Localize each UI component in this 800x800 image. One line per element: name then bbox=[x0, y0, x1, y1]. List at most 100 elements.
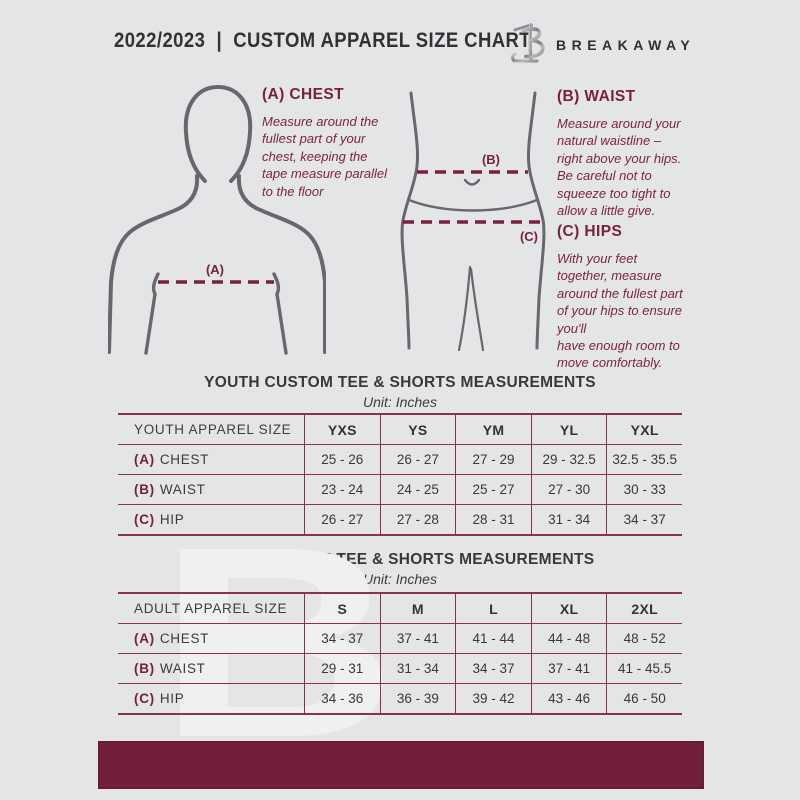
table-row: (C) HIP 26 - 27 27 - 28 28 - 31 31 - 34 3… bbox=[118, 504, 682, 534]
column-header: YOUTH APPAREL SIZE bbox=[134, 422, 292, 437]
breakaway-logo-icon bbox=[511, 23, 545, 63]
youth-size-table: YOUTH APPAREL SIZE YXS YS YM YL YXL (A) C… bbox=[118, 413, 682, 536]
row-label: HIP bbox=[159, 691, 185, 706]
hip-line-label: (C) bbox=[520, 229, 538, 244]
row-label: CHEST bbox=[159, 631, 210, 646]
page-title: 2022/2023 | CUSTOM APPAREL SIZE CHART bbox=[114, 29, 532, 52]
right-shoulder-arm-outline bbox=[236, 174, 326, 354]
table-cell: 28 - 31 bbox=[455, 505, 531, 534]
footer-bar bbox=[98, 741, 704, 789]
row-header: (A) CHEST bbox=[118, 624, 304, 653]
row-header: (A) CHEST bbox=[118, 445, 304, 474]
table-cell: 31 - 34 bbox=[379, 654, 456, 683]
row-label: WAIST bbox=[159, 661, 206, 676]
table-cell: 41 - 44 bbox=[455, 624, 531, 653]
left-shoulder-arm-outline bbox=[108, 174, 200, 354]
row-header: (C) HIP bbox=[118, 684, 304, 713]
size-header: M bbox=[379, 594, 456, 623]
table-cell: 48 - 52 bbox=[606, 624, 682, 653]
table-row: (A) CHEST 34 - 37 37 - 41 41 - 44 44 - 48… bbox=[118, 623, 682, 653]
chest-measurement-diagram: (A) bbox=[108, 85, 326, 355]
adult-table-title: ADULT CUSTOM TEE & SHORTS MEASUREMENTS bbox=[205, 551, 595, 568]
head-outline bbox=[216, 85, 253, 183]
size-header: YXL bbox=[606, 415, 682, 444]
column-header: ADULT APPAREL SIZE bbox=[134, 601, 288, 616]
hips-section-body: With your feet together, measure around … bbox=[557, 251, 683, 371]
size-header: YL bbox=[530, 415, 607, 444]
table-cell: 26 - 27 bbox=[379, 445, 456, 474]
row-header: (C) HIP bbox=[118, 505, 304, 534]
table-cell: 37 - 41 bbox=[379, 624, 456, 653]
table-cell: 29 - 31 bbox=[304, 654, 380, 683]
table-cell: 41 - 45.5 bbox=[606, 654, 682, 683]
table-cell: 36 - 39 bbox=[379, 684, 456, 713]
logo-foot bbox=[511, 52, 539, 63]
chest-section-body: Measure around the fullest part of your … bbox=[262, 114, 388, 199]
row-key: (C) bbox=[134, 691, 155, 706]
left-armpit-line bbox=[144, 272, 160, 355]
size-header: 2XL bbox=[606, 594, 682, 623]
table-cell: 30 - 33 bbox=[606, 475, 682, 504]
youth-table-unit: Unit: Inches bbox=[363, 394, 437, 410]
chest-section-heading: (A) CHEST bbox=[262, 86, 344, 103]
table-cell: 44 - 48 bbox=[530, 624, 607, 653]
row-key: (B) bbox=[134, 661, 155, 676]
right-leg-split-line bbox=[469, 267, 485, 352]
table-cell: 26 - 27 bbox=[304, 505, 380, 534]
table-cell: 27 - 28 bbox=[379, 505, 456, 534]
size-header: S bbox=[304, 594, 380, 623]
table-cell: 39 - 42 bbox=[455, 684, 531, 713]
table-cell: 29 - 32.5 bbox=[530, 445, 607, 474]
table-cell: 46 - 50 bbox=[606, 684, 682, 713]
adult-table-unit: Unit: Inches bbox=[363, 571, 437, 587]
table-cell: 43 - 46 bbox=[530, 684, 607, 713]
left-body-outline bbox=[400, 91, 420, 350]
table-cell: 31 - 34 bbox=[530, 505, 607, 534]
table-cell: 34 - 37 bbox=[606, 505, 682, 534]
row-label: HIP bbox=[159, 512, 185, 527]
hips-section-heading: (C) HIPS bbox=[557, 223, 623, 240]
size-header: L bbox=[455, 594, 531, 623]
table-header-row: YOUTH APPAREL SIZE YXS YS YM YL YXL bbox=[118, 415, 682, 444]
row-key: (C) bbox=[134, 512, 155, 527]
table-row: (A) CHEST 25 - 26 26 - 27 27 - 29 29 - 32… bbox=[118, 444, 682, 474]
table-cell: 37 - 41 bbox=[530, 654, 607, 683]
row-key: (A) bbox=[134, 631, 155, 646]
logo-bottom-bowl bbox=[524, 38, 545, 59]
logo-stroke bbox=[513, 23, 533, 32]
waist-section-body: Measure around your natural waistline – … bbox=[557, 116, 682, 219]
table-row: (B) WAIST 23 - 24 24 - 25 25 - 27 27 - 30… bbox=[118, 474, 682, 504]
table-cell: 25 - 27 bbox=[455, 475, 531, 504]
table-cell: 34 - 36 bbox=[304, 684, 380, 713]
size-header: YS bbox=[379, 415, 456, 444]
row-key: (B) bbox=[134, 482, 155, 497]
table-cell: 25 - 26 bbox=[304, 445, 380, 474]
row-label: WAIST bbox=[159, 482, 206, 497]
brand-name: BREAKAWAY bbox=[556, 37, 696, 53]
waist-line-label: (B) bbox=[482, 152, 500, 167]
hips-section: (C) HIPS With your feet together, measur… bbox=[557, 223, 727, 372]
table-cell: 24 - 25 bbox=[379, 475, 456, 504]
table-cell: 27 - 30 bbox=[530, 475, 607, 504]
row-header: (B) WAIST bbox=[118, 475, 304, 504]
chest-line-label: (A) bbox=[206, 262, 224, 277]
table-cell: 23 - 24 bbox=[304, 475, 380, 504]
adult-size-table: ADULT APPAREL SIZE S M L XL 2XL (A) CHEST… bbox=[118, 592, 682, 715]
table-header-row: ADULT APPAREL SIZE S M L XL 2XL bbox=[118, 594, 682, 623]
table-row: (C) HIP 34 - 36 36 - 39 39 - 42 43 - 46 4… bbox=[118, 683, 682, 713]
size-header: XL bbox=[530, 594, 607, 623]
row-key: (A) bbox=[134, 452, 155, 467]
right-armpit-line bbox=[272, 272, 288, 355]
table-cell: 27 - 29 bbox=[455, 445, 531, 474]
table-cell: 34 - 37 bbox=[304, 624, 380, 653]
navel-mark bbox=[463, 178, 481, 186]
waist-hips-measurement-diagram: (B) (C) bbox=[400, 91, 546, 352]
head-outline bbox=[183, 85, 220, 183]
youth-table-title: YOUTH CUSTOM TEE & SHORTS MEASUREMENTS bbox=[204, 374, 596, 391]
right-body-outline bbox=[526, 91, 546, 350]
waist-section-heading: (B) WAIST bbox=[557, 88, 636, 105]
chest-section: (A) CHEST Measure around the fullest par… bbox=[262, 86, 432, 200]
waist-section: (B) WAIST Measure around your natural wa… bbox=[557, 88, 727, 219]
table-cell: 32.5 - 35.5 bbox=[606, 445, 682, 474]
